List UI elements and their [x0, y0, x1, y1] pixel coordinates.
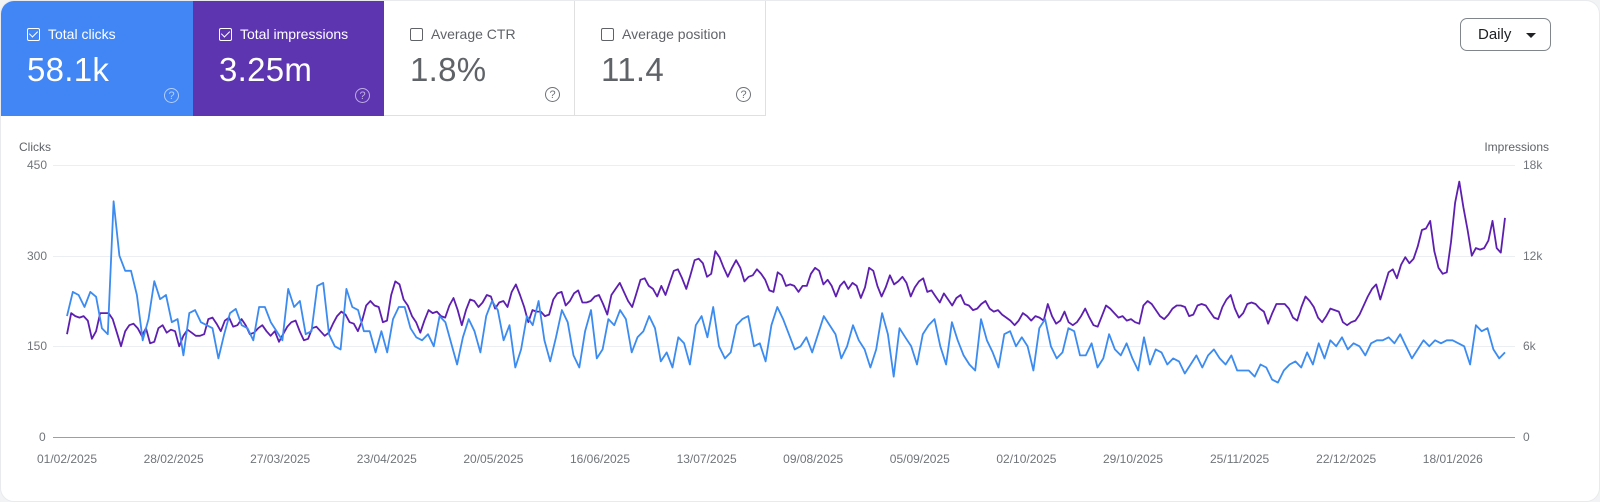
y-tick-left: 450 — [27, 158, 48, 172]
granularity-dropdown[interactable]: Daily — [1460, 18, 1551, 51]
right-axis-title: Impressions — [1484, 140, 1549, 154]
x-tick-label: 13/07/2025 — [676, 452, 737, 466]
help-icon[interactable]: ? — [545, 87, 560, 102]
clicks-line — [66, 200, 1506, 384]
impressions-line — [66, 180, 1506, 348]
metric-value: 1.8% — [410, 51, 487, 88]
y-tick-right: 12k — [1523, 249, 1543, 263]
metric-value: 58.1k — [27, 51, 110, 88]
checkbox-unchecked-icon[interactable] — [410, 27, 423, 41]
x-tick-label: 09/08/2025 — [783, 452, 844, 466]
x-tick-label: 29/10/2025 — [1102, 452, 1164, 466]
x-tick-label: 23/04/2025 — [356, 452, 417, 466]
metric-value: 3.25m — [219, 51, 313, 88]
metric-label: Average CTR — [431, 26, 516, 42]
left-axis-title: Clicks — [19, 140, 51, 154]
metric-card-average-position[interactable]: Average position 11.4 ? — [575, 1, 766, 116]
x-tick-label: 28/02/2025 — [143, 452, 204, 466]
metric-label: Average position — [622, 26, 727, 42]
x-tick-label: 18/01/2026 — [1422, 452, 1483, 466]
x-tick-label: 02/10/2025 — [996, 452, 1057, 466]
x-tick-label: 16/06/2025 — [569, 452, 631, 466]
gridlines — [53, 165, 1515, 438]
y-tick-right: 6k — [1523, 339, 1536, 353]
x-tick-label: 27/03/2025 — [250, 452, 311, 466]
help-icon[interactable]: ? — [355, 88, 370, 103]
checkbox-checked-icon[interactable] — [219, 27, 232, 41]
x-tick-label: 20/05/2025 — [463, 452, 524, 466]
y-tick-left: 0 — [39, 430, 46, 444]
help-icon[interactable]: ? — [736, 87, 751, 102]
metric-label: Total impressions — [240, 26, 349, 42]
x-tick-label: 01/02/2025 — [36, 452, 98, 466]
x-tick-label: 25/11/2025 — [1210, 452, 1270, 466]
checkbox-unchecked-icon[interactable] — [601, 27, 614, 41]
help-icon[interactable]: ? — [164, 88, 179, 103]
checkbox-checked-icon[interactable] — [27, 27, 40, 41]
metric-card-average-ctr[interactable]: Average CTR 1.8% ? — [384, 1, 575, 116]
x-tick-label: 05/09/2025 — [889, 452, 950, 466]
metric-card-total-impressions[interactable]: Total impressions 3.25m ? — [193, 1, 384, 116]
y-tick-right: 0 — [1523, 430, 1530, 444]
y-tick-left: 150 — [27, 339, 48, 353]
x-tick-label: 22/12/2025 — [1316, 452, 1377, 466]
y-tick-left: 300 — [27, 249, 48, 263]
metric-cards: Total clicks 58.1k ? Total impressions 3… — [1, 1, 766, 116]
y-tick-right: 18k — [1523, 158, 1543, 172]
caret-down-icon — [1526, 33, 1536, 38]
metric-label: Total clicks — [48, 26, 116, 42]
metric-value: 11.4 — [601, 51, 664, 88]
granularity-selected: Daily — [1478, 26, 1512, 43]
metric-card-total-clicks[interactable]: Total clicks 58.1k ? — [1, 1, 193, 116]
